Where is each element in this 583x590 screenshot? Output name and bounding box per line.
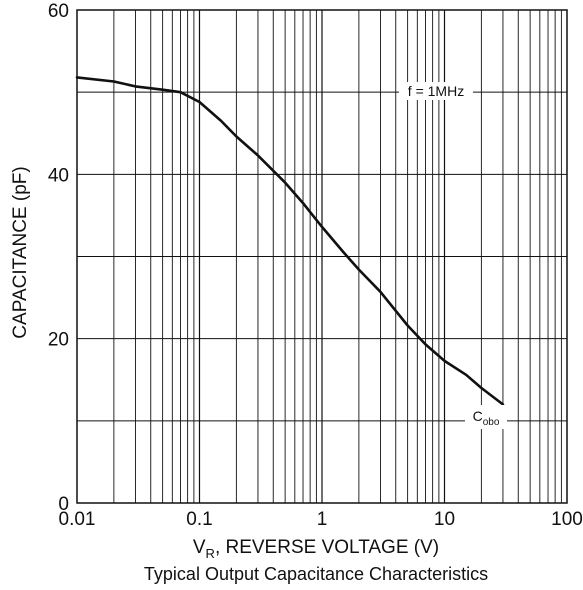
series-line-cobo bbox=[75, 76, 505, 406]
chart-caption: Typical Output Capacitance Characteristi… bbox=[144, 564, 488, 584]
x-tick-label: 10 bbox=[434, 509, 455, 530]
x-tick-label: 100 bbox=[551, 509, 583, 530]
curve-layer bbox=[75, 76, 505, 406]
curve-label-subscript: obo bbox=[483, 417, 500, 428]
x-axis-title-subscript: R bbox=[206, 546, 215, 561]
grid bbox=[77, 10, 567, 503]
curve-label-background bbox=[465, 405, 507, 429]
y-tick-label: 40 bbox=[48, 165, 69, 186]
x-tick-label: 0.1 bbox=[186, 509, 212, 530]
curve-label: Cobo bbox=[473, 408, 500, 428]
x-axis-title-rest: , REVERSE VOLTAGE (V) bbox=[215, 537, 439, 558]
y-tick-label: 60 bbox=[48, 1, 69, 22]
x-axis-title-main: V bbox=[193, 537, 206, 558]
y-tick-label: 20 bbox=[48, 330, 69, 351]
tick-labels: 0.01 0.1 1 10 100 0 20 40 60 bbox=[48, 1, 583, 530]
frequency-condition-label: f = 1MHz bbox=[408, 83, 464, 99]
frequency-condition-background bbox=[399, 82, 473, 100]
y-tick-label: 0 bbox=[58, 494, 69, 515]
x-tick-label: 0.01 bbox=[59, 509, 96, 530]
x-tick-label: 1 bbox=[317, 509, 328, 530]
x-axis-title: VR, REVERSE VOLTAGE (V) bbox=[193, 537, 439, 561]
curve-label-main: C bbox=[473, 408, 483, 424]
plot-frame bbox=[76, 9, 568, 504]
y-axis-title: CAPACITANCE (pF) bbox=[10, 166, 31, 338]
